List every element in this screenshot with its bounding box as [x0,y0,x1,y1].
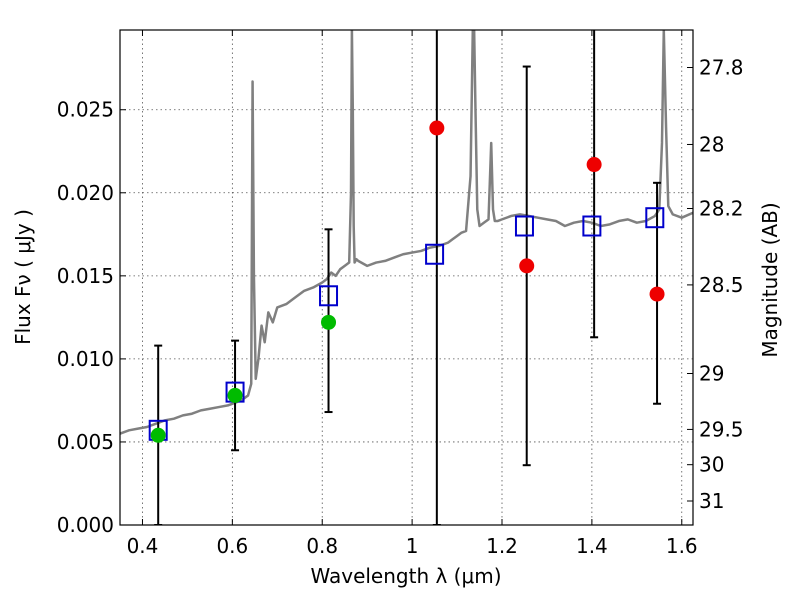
right-tick-label: 28 [699,132,724,156]
red-flux-point [429,120,445,136]
y-tick-label: 0.005 [57,430,114,454]
detection-point [321,314,337,330]
model-photometry-square [514,215,534,237]
x-tick-label: 0.4 [127,534,159,558]
right-axis-title: Magnitude (AB) [758,202,782,357]
red-flux-point [649,286,665,302]
x-tick-label: 1.2 [486,534,518,558]
model-photometry-square [582,215,602,237]
plot-frame [119,29,694,526]
right-tick-label: 27.8 [699,56,744,80]
right-tick-label: 29 [699,362,724,386]
grid-lines [120,30,693,525]
axis-ticks [120,30,693,526]
right-tick-label: 30 [699,453,724,477]
x-axis-title: Wavelength λ (μm) [310,564,501,588]
plot-background [120,30,693,525]
right-tick-label: 29.5 [699,417,744,441]
x-tick-label: 1 [406,534,419,558]
detection-point [150,427,166,443]
x-tick-label: 0.8 [306,534,338,558]
y-tick-label: 0.015 [57,264,114,288]
y-tick-label: 0.020 [57,181,114,205]
red-flux-point [586,157,602,173]
y-tick-label: 0.025 [57,98,114,122]
model-photometry-square [645,207,665,229]
detection-point [227,387,243,403]
red-flux-point [519,258,535,274]
y-tick-label: 0.000 [57,513,114,537]
data-points-layer [148,30,665,525]
model-spectrum-line [120,30,693,435]
tick-labels: 0.4 0.6 0.8 1 1.2 1.4 1.6 0.000 0.005 0.010 0.015 0… [57,56,744,558]
y-tick-label: 0.010 [57,347,114,371]
x-tick-label: 1.6 [666,534,698,558]
model-spectrum-layer [120,30,693,435]
right-tick-label: 31 [699,489,724,513]
right-tick-label: 28.5 [699,273,744,297]
y-axis-title: Flux Fν ( μJy ) [11,209,35,345]
x-tick-label: 0.6 [216,534,248,558]
x-tick-label: 1.4 [576,534,608,558]
model-photometry-square [425,243,445,265]
model-photometry-square [319,285,339,307]
right-tick-label: 28.2 [699,196,744,220]
